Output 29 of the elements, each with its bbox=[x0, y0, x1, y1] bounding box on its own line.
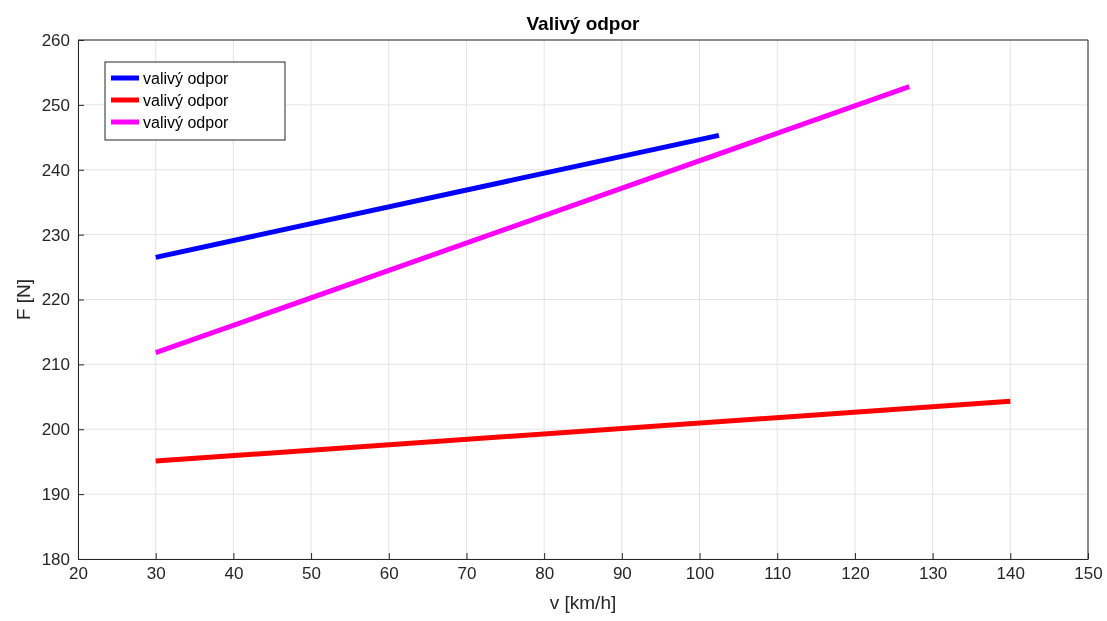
x-tick-label: 80 bbox=[535, 564, 555, 584]
y-tick-label: 190 bbox=[41, 485, 70, 505]
x-tick-label: 100 bbox=[685, 564, 715, 584]
y-tick-label: 220 bbox=[41, 290, 70, 310]
legend-label: valivý odpor bbox=[143, 70, 230, 87]
x-tick-label: 70 bbox=[457, 564, 477, 584]
x-tick-label: 40 bbox=[224, 564, 244, 584]
x-tick-label: 50 bbox=[302, 564, 322, 584]
y-tick-label: 240 bbox=[41, 160, 70, 180]
y-tick-label: 180 bbox=[41, 549, 70, 569]
y-tick-label: 250 bbox=[41, 95, 70, 115]
y-tick-label: 260 bbox=[41, 30, 70, 50]
legend-label: valivý odpor bbox=[143, 114, 230, 131]
x-axis-title: v [km/h] bbox=[549, 592, 617, 613]
x-tick-label: 90 bbox=[612, 564, 632, 584]
x-tick-label: 120 bbox=[841, 564, 870, 584]
x-tick-label: 60 bbox=[379, 564, 399, 584]
y-tick-label: 230 bbox=[41, 225, 70, 245]
x-tick-label: 140 bbox=[996, 564, 1025, 584]
x-tick-label: 150 bbox=[1074, 564, 1103, 584]
y-tick-label: 200 bbox=[41, 420, 70, 440]
y-tick-label: 210 bbox=[41, 355, 70, 375]
x-tick-label: 20 bbox=[69, 564, 88, 584]
x-tick-label: 110 bbox=[764, 564, 792, 584]
x-tick-label: 130 bbox=[918, 564, 948, 584]
y-axis-title: F [N] bbox=[13, 278, 34, 321]
chart-title: Valivý odpor bbox=[526, 13, 641, 34]
legend-label: valivý odpor bbox=[143, 92, 230, 109]
x-tick-label: 30 bbox=[146, 564, 166, 584]
